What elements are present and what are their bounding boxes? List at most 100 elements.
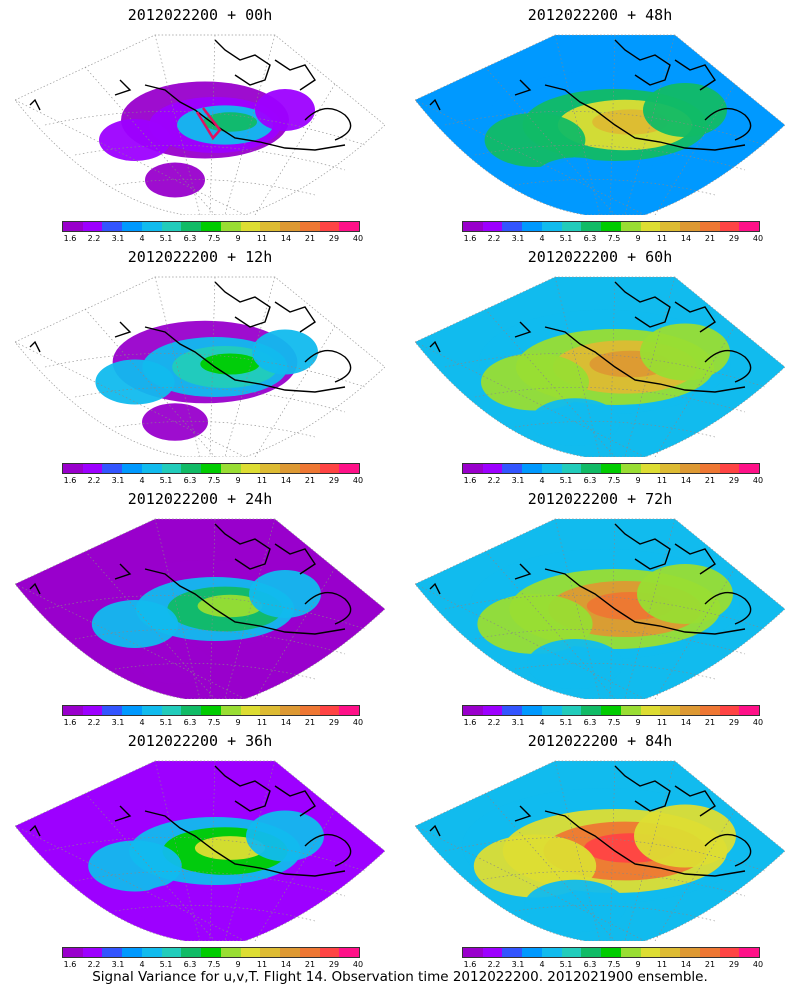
field-contour [246, 810, 324, 862]
colorbar-tick-label: 5.1 [159, 234, 173, 243]
colorbar-tick-label: 21 [704, 960, 716, 969]
colorbar-tick-label: 21 [304, 476, 316, 485]
colorbar-swatch [581, 706, 602, 715]
colorbar-tick-label: 6.3 [583, 960, 597, 969]
colorbar-tick-label: 4 [139, 718, 145, 727]
colorbar-tick-label: 3.1 [511, 718, 525, 727]
colorbar-swatch [339, 464, 360, 473]
variance-map [415, 518, 785, 699]
colorbar-tick-label: 9 [235, 960, 241, 969]
colorbar-tick-label: 3.1 [111, 718, 125, 727]
colorbar-tick-label: 2.2 [87, 960, 101, 969]
field-contour [136, 884, 214, 928]
colorbar-tick-label: 21 [704, 234, 716, 243]
colorbar-tick-label: 6.3 [583, 718, 597, 727]
colorbar-swatch [161, 464, 182, 473]
colorbar-tick-label: 2.2 [487, 476, 501, 485]
field-contour [527, 639, 623, 689]
colorbar-swatch [220, 464, 241, 473]
colorbar-swatch [541, 222, 562, 231]
colorbar-tick-label: 40 [752, 476, 764, 485]
colorbar-swatch [502, 706, 523, 715]
colorbar-tick-label: 3.1 [111, 960, 125, 969]
colorbar-tick-label: 11 [656, 234, 668, 243]
colorbar-tick-label: 4 [539, 960, 545, 969]
colorbar-swatch [620, 948, 641, 957]
panel-title: 2012022200 + 24h [127, 490, 273, 508]
colorbar-swatch [161, 222, 182, 231]
colorbar-tick-label: 3.1 [511, 234, 525, 243]
field-contour [91, 600, 179, 648]
colorbar-swatch [63, 706, 83, 715]
colorbar-tick-label: 6.3 [583, 234, 597, 243]
colorbar-tick-label: 21 [304, 718, 316, 727]
map-panel: 2012022200 + 84h 1.6 2.2 3.1 4 5.1 6.3 7.5 9 11 14… [400, 726, 800, 971]
colorbar [462, 705, 760, 716]
colorbar-tick-label: 5.1 [159, 476, 173, 485]
map-panel: 2012022200 + 60h 1.6 2.2 3.1 4 5.1 6.3 7.5 9 11 14… [400, 242, 800, 487]
colorbar-tick-label: 9 [235, 234, 241, 243]
colorbar-ticks: 1.6 2.2 3.1 4 5.1 6.3 7.5 9 11 14 21 29 40 [48, 476, 378, 488]
flight-track [195, 107, 222, 141]
colorbar-swatch [319, 464, 340, 473]
colorbar [62, 221, 360, 232]
map-boundary [15, 760, 385, 941]
colorbar-swatch [640, 948, 661, 957]
colorbar-swatch [240, 464, 261, 473]
colorbar-swatch [482, 464, 503, 473]
colorbar-tick-label: 5.1 [159, 718, 173, 727]
colorbar-tick-label: 40 [352, 960, 364, 969]
map-panel: 2012022200 + 48h 1.6 2.2 3.1 4 5.1 6.3 7.5 9 11 14… [400, 0, 800, 245]
field-contour [200, 353, 260, 375]
colorbar-swatch [181, 948, 202, 957]
colorbar-swatch [581, 222, 602, 231]
colorbar-swatch [719, 706, 740, 715]
graticule [415, 518, 766, 699]
map-boundary [415, 760, 785, 941]
colorbar-swatch [601, 222, 621, 231]
colorbar-ticks: 1.6 2.2 3.1 4 5.1 6.3 7.5 9 11 14 21 29 40 [48, 960, 378, 972]
colorbar-ticks: 1.6 2.2 3.1 4 5.1 6.3 7.5 9 11 14 21 29 40 [448, 234, 778, 246]
colorbar-swatch [260, 948, 281, 957]
field-contour [634, 804, 736, 868]
colorbar-swatch [660, 222, 681, 231]
colorbar-swatch [240, 948, 261, 957]
colorbar-tick-label: 29 [328, 960, 340, 969]
colorbar [462, 221, 760, 232]
map-panel: 2012022200 + 00h 1.6 2.2 3.1 4 5.1 6.3 7.5 9 11 14… [0, 0, 400, 245]
colorbar-tick-label: 1.6 [63, 234, 77, 243]
colorbar-tick-label: 40 [352, 234, 364, 243]
colorbar-swatch [502, 222, 523, 231]
colorbar-tick-label: 2.2 [487, 234, 501, 243]
colorbar-tick-label: 11 [256, 960, 268, 969]
colorbar-tick-label: 29 [728, 718, 740, 727]
field-contour [197, 594, 263, 618]
colorbar-tick-label: 1.6 [63, 718, 77, 727]
colorbar-swatch [299, 948, 320, 957]
colorbar-swatch [620, 222, 641, 231]
colorbar-tick-label: 4 [139, 234, 145, 243]
colorbar-tick-label: 5.1 [159, 960, 173, 969]
colorbar [62, 947, 360, 958]
field-contour [139, 644, 211, 684]
map-boundary [15, 518, 385, 699]
colorbar-tick-label: 6.3 [583, 476, 597, 485]
colorbar-swatch [680, 948, 700, 957]
colorbar-tick-label: 1.6 [463, 718, 477, 727]
colorbar-tick-label: 40 [352, 718, 364, 727]
colorbar-swatch [201, 464, 221, 473]
colorbar-tick-label: 40 [752, 718, 764, 727]
colorbar-swatch [660, 464, 681, 473]
colorbar-swatch [63, 948, 83, 957]
variance-map [15, 518, 385, 699]
colorbar-swatch [280, 464, 300, 473]
colorbar-tick-label: 6.3 [183, 718, 197, 727]
coastline [29, 281, 352, 393]
colorbar-tick-label: 7.5 [607, 234, 621, 243]
graticule [415, 276, 766, 457]
field-contour [145, 162, 205, 198]
colorbar-swatch [82, 706, 103, 715]
coastline [429, 281, 752, 393]
colorbar-swatch [680, 706, 700, 715]
colorbar-swatch [620, 706, 641, 715]
